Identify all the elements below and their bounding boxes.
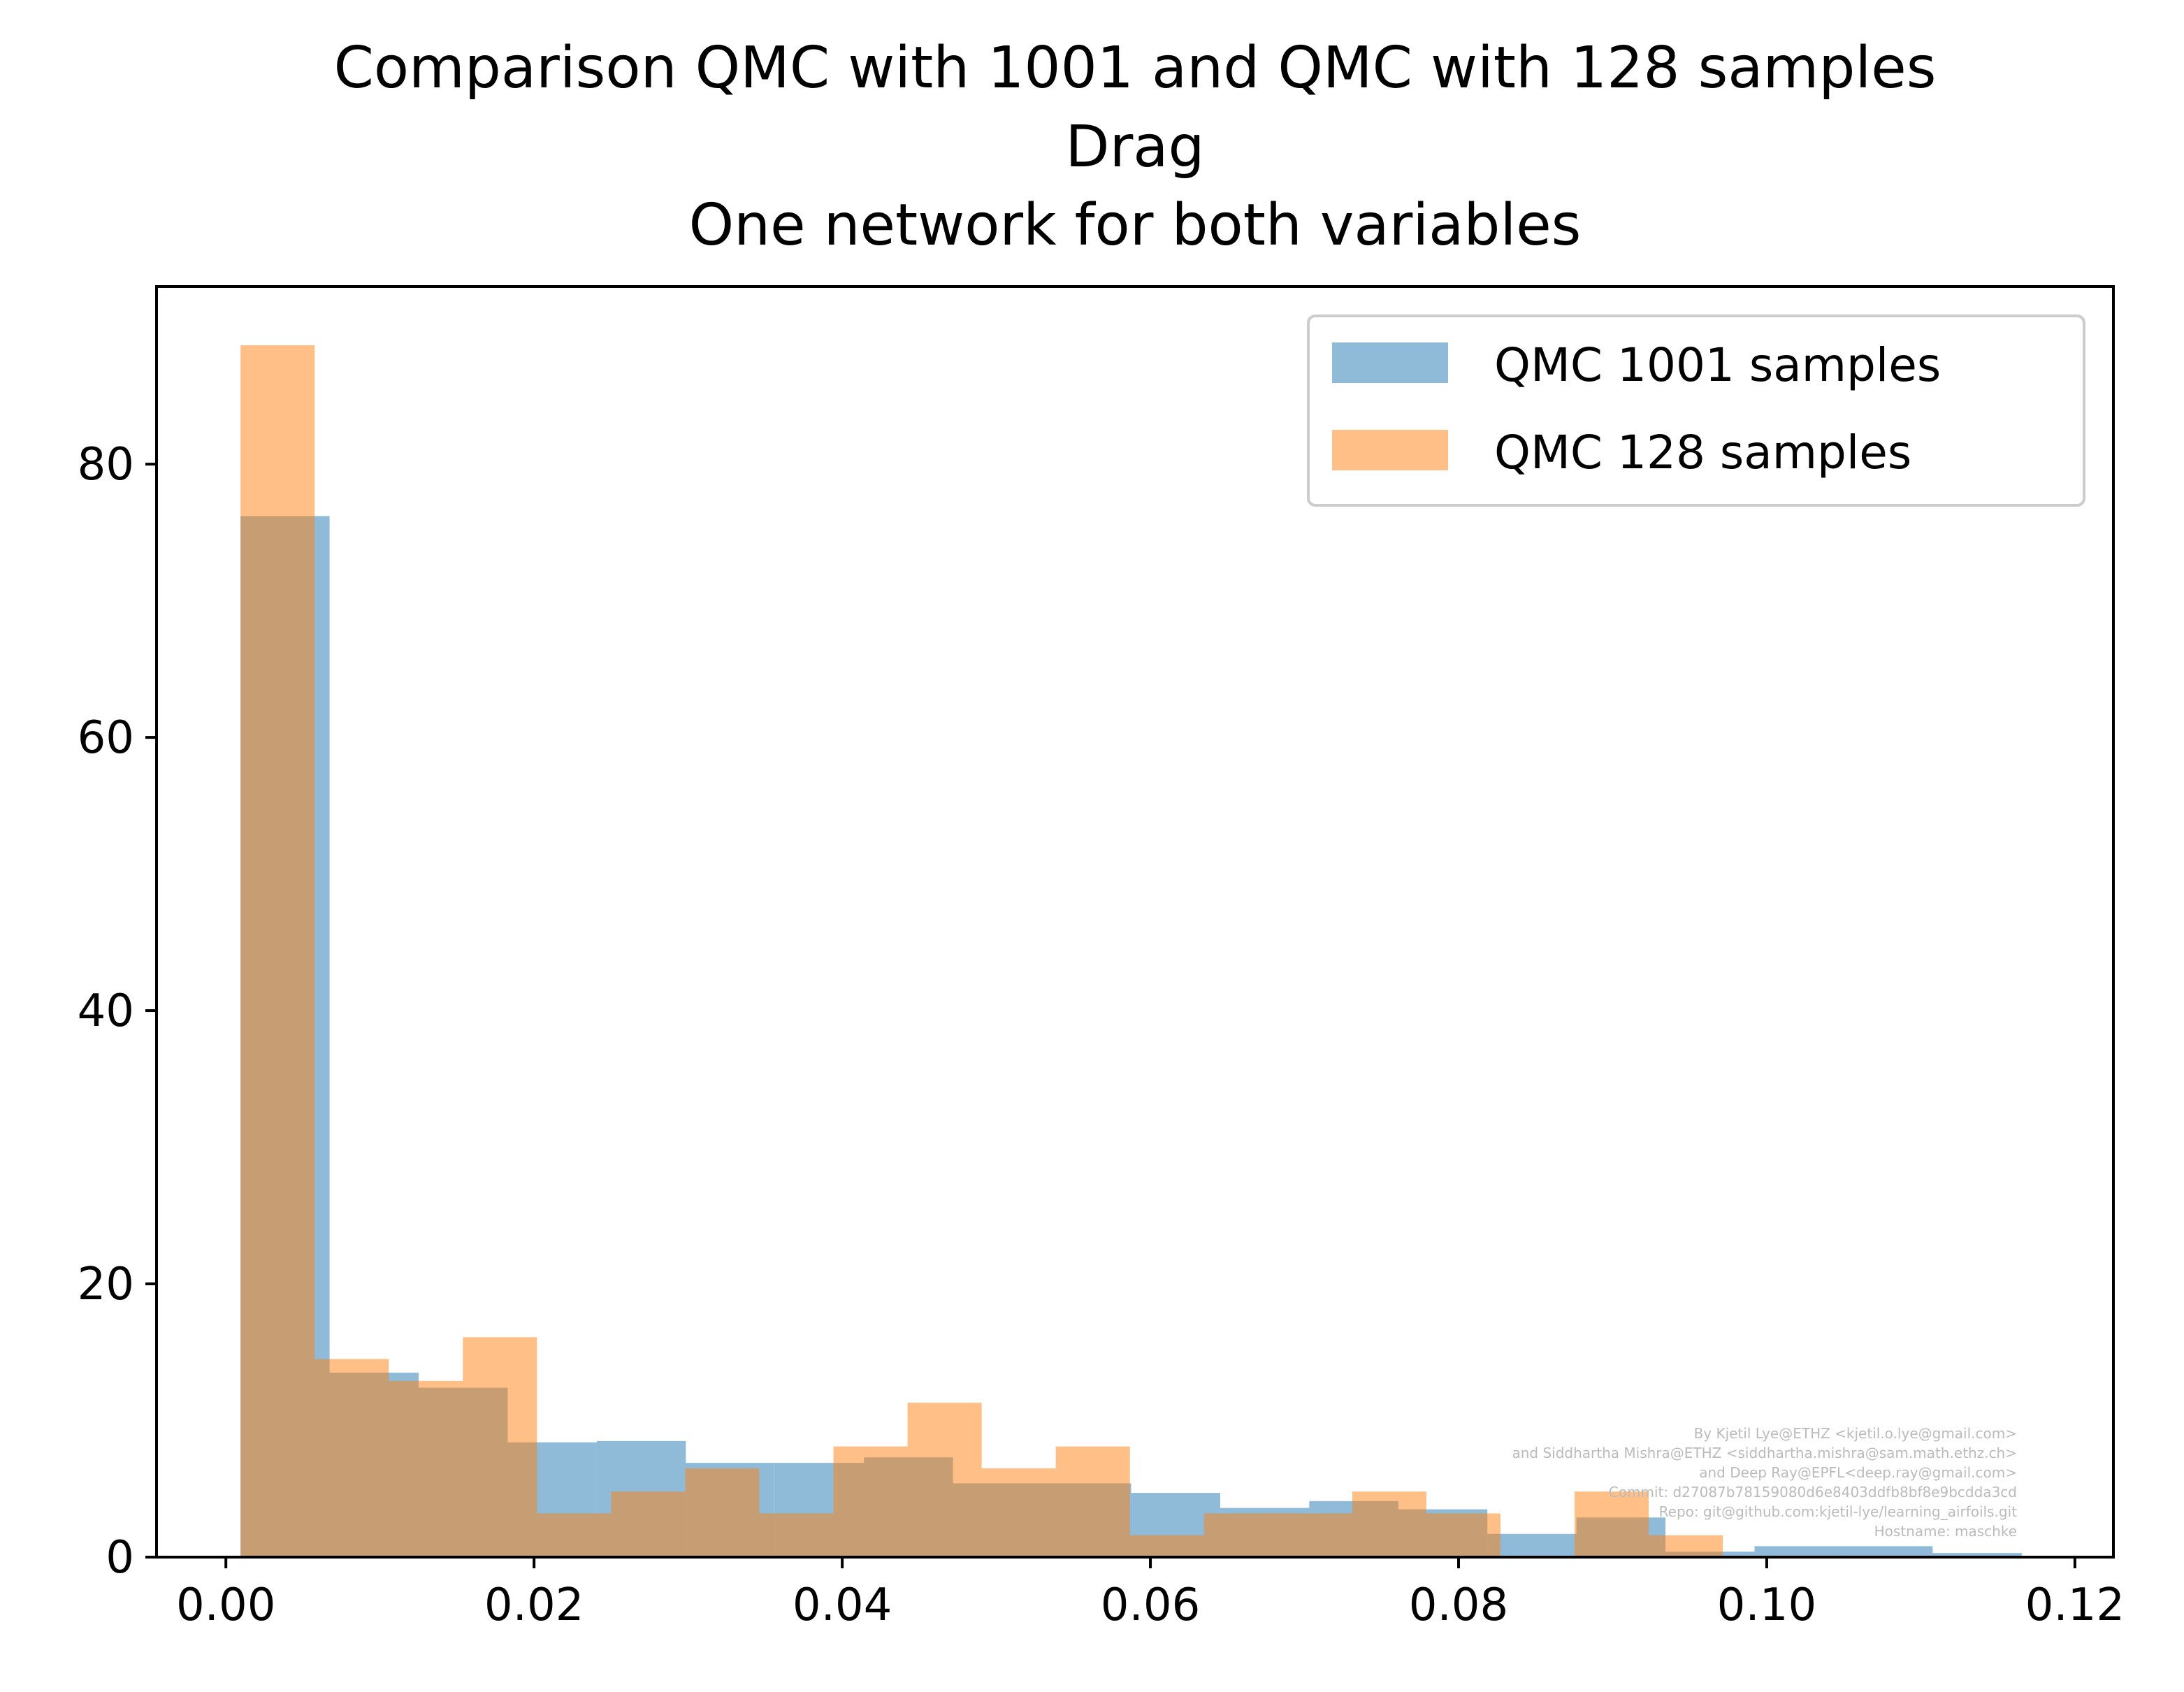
chart-title: Comparison QMC with 1001 and QMC with 12…	[334, 35, 1937, 259]
bar-series-2-bin-15	[1278, 1513, 1352, 1557]
bar-series-2-bin-17	[1426, 1513, 1500, 1557]
bar-series-2-bin-4	[463, 1337, 537, 1557]
title-line-2: Drag	[1065, 114, 1204, 180]
legend-label-qmc-128: QMC 128 samples	[1494, 426, 1911, 479]
legend-box	[1307, 314, 2085, 507]
y-axis: 0 20 40 60 80	[78, 439, 157, 1584]
title-line-3: One network for both variables	[689, 192, 1582, 259]
bar-series-1-bin-15	[1487, 1533, 1577, 1557]
bar-series-2-bin-19	[1575, 1491, 1649, 1557]
watermark-text: By Kjetil Lye@ETHZ <kjetil.o.lye@gmail.c…	[1512, 1425, 2017, 1540]
bar-series-1-bin-19	[1843, 1546, 1933, 1557]
x-tick-label: 0.12	[2025, 1579, 2125, 1631]
bar-series-2-bin-20	[1649, 1535, 1723, 1557]
title-line-1: Comparison QMC with 1001 and QMC with 12…	[334, 35, 1937, 101]
y-tick-label: 60	[78, 712, 134, 764]
bar-series-2-bin-16	[1352, 1491, 1426, 1557]
bar-series-2-bin-8	[759, 1513, 834, 1557]
bar-series-2-bin-3	[389, 1380, 463, 1557]
series-2	[240, 345, 1723, 1557]
legend: QMC 1001 samples QMC 128 samples	[1307, 314, 2085, 507]
bar-series-2-bin-12	[1055, 1446, 1130, 1557]
bar-series-2-bin-13	[1129, 1535, 1204, 1557]
legend-swatch-qmc-128	[1332, 430, 1448, 470]
watermark-line-3: and Deep Ray@EPFL<deep.ray@gmail.com>	[1699, 1464, 2017, 1481]
watermark-line-2: and Siddhartha Mishra@ETHZ <siddhartha.m…	[1512, 1445, 2017, 1461]
x-tick-label: 0.02	[484, 1579, 584, 1631]
y-tick-label: 80	[78, 439, 134, 491]
y-tick-label: 20	[78, 1259, 134, 1310]
x-tick-label: 0.04	[793, 1579, 892, 1631]
x-tick-label: 0.10	[1717, 1579, 1817, 1631]
bar-series-2-bin-5	[537, 1513, 612, 1557]
bar-series-2-bin-2	[314, 1359, 389, 1557]
bar-series-2-bin-6	[611, 1491, 686, 1557]
bar-series-2-bin-11	[981, 1468, 1056, 1557]
legend-label-qmc-1001: QMC 1001 samples	[1494, 338, 1941, 392]
x-tick-label: 0.00	[176, 1579, 276, 1631]
bar-series-2-bin-1	[240, 345, 315, 1557]
x-tick-label: 0.08	[1409, 1579, 1509, 1631]
bar-series-2-bin-9	[833, 1446, 908, 1557]
watermark-line-4: Commit: d27087b78159080d6e8403ddfb8bf8e9…	[1609, 1484, 2017, 1501]
plot-frame	[155, 285, 2115, 1559]
watermark-line-1: By Kjetil Lye@ETHZ <kjetil.o.lye@gmail.c…	[1694, 1425, 2017, 1442]
watermark-line-6: Hostname: maschke	[1874, 1523, 2017, 1540]
bar-series-2-bin-7	[685, 1468, 760, 1557]
y-tick-label: 40	[78, 985, 134, 1037]
x-axis: 0.00 0.02 0.04 0.06 0.08 0.10 0.12	[176, 1557, 2125, 1631]
watermark-line-5: Repo: git@github.com:kjetil-lye/learning…	[1659, 1503, 2017, 1520]
x-tick-label: 0.06	[1101, 1579, 1201, 1631]
series-layer	[240, 345, 2022, 1558]
bar-series-2-bin-14	[1203, 1513, 1278, 1557]
bar-series-2-bin-10	[907, 1403, 982, 1557]
legend-swatch-qmc-1001	[1332, 342, 1448, 383]
y-tick-label: 0	[106, 1532, 134, 1584]
bar-series-1-bin-18	[1754, 1546, 1844, 1557]
bar-series-1-bin-20	[1932, 1553, 2022, 1557]
